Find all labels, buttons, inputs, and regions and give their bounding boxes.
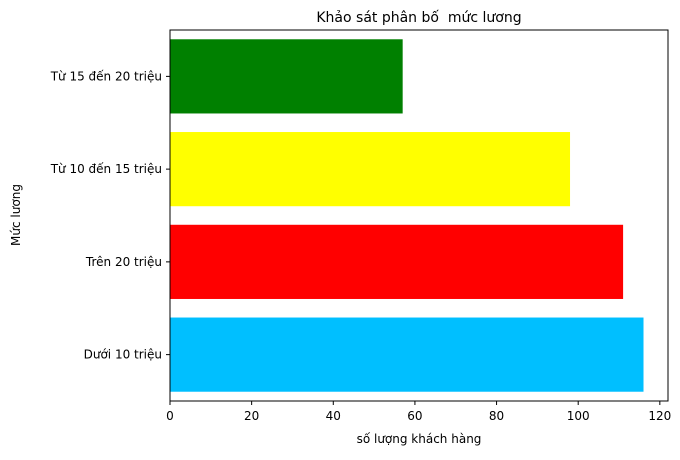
x-axis: 0 20 40 60 80 100 120 xyxy=(166,401,671,423)
x-tick-label: 100 xyxy=(567,409,590,423)
x-tick-label: 80 xyxy=(489,409,504,423)
x-tick-label: 60 xyxy=(407,409,422,423)
x-tick-label: 40 xyxy=(326,409,341,423)
x-tick-label: 120 xyxy=(648,409,671,423)
bar-2 xyxy=(170,224,624,299)
x-tick-label: 20 xyxy=(244,409,259,423)
plot-area-frame xyxy=(169,29,669,402)
chart-title: Khảo sát phân bố mức lương xyxy=(316,9,521,26)
bars-group xyxy=(170,39,644,392)
x-axis-label: số lượng khách hàng xyxy=(357,432,482,446)
y-tick-label: Dưới 10 triệu xyxy=(84,348,162,362)
y-axis-label: Mức lương xyxy=(9,184,23,246)
bar-3 xyxy=(170,132,571,207)
bar-1 xyxy=(170,317,644,392)
y-tick-label: Từ 10 đến 15 triệu xyxy=(50,162,162,176)
bar-4 xyxy=(170,39,403,114)
y-axis: Dưới 10 triệu Trên 20 triệu Từ 10 đến 15 t… xyxy=(50,69,170,362)
x-tick-label: 0 xyxy=(166,409,174,423)
y-tick-label: Từ 15 đến 20 triệu xyxy=(50,69,162,83)
y-tick-label: Trên 20 triệu xyxy=(85,255,162,269)
